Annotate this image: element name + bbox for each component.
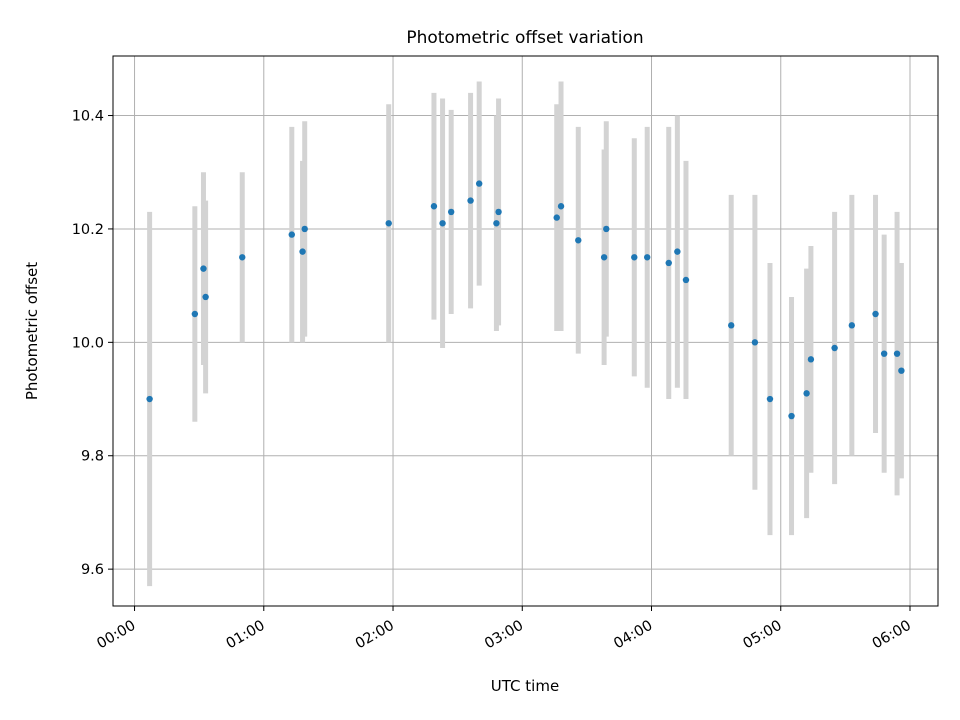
data-point: [751, 339, 759, 346]
data-point: [788, 412, 795, 420]
data-point: [803, 390, 810, 397]
data-point: [644, 254, 651, 261]
data-point: [200, 265, 207, 272]
x-tick-label: 06:00: [870, 618, 914, 653]
x-axis-label: UTC time: [491, 677, 559, 695]
data-point: [475, 180, 483, 187]
data-point: [430, 203, 438, 210]
error-bars: [147, 81, 904, 587]
data-point: [467, 197, 474, 204]
y-axis-ticks: 9.6 9.8 10.0 10.2 10.4: [72, 109, 113, 578]
data-point: [807, 356, 815, 363]
data-point: [872, 310, 879, 318]
data-point: [239, 254, 246, 261]
data-point: [898, 367, 905, 374]
data-point: [191, 310, 199, 318]
data-point: [682, 276, 690, 284]
y-axis-label: Photometric offset: [23, 262, 41, 400]
data-point: [299, 248, 306, 255]
data-point: [553, 214, 560, 221]
y-tick-label: 9.6: [81, 562, 104, 578]
data-point: [557, 203, 565, 210]
data-point: [728, 322, 735, 329]
y-tick-label: 10.2: [72, 222, 104, 238]
data-point: [880, 350, 888, 357]
grid-lines: [113, 56, 938, 606]
data-point: [439, 220, 446, 227]
data-point: [385, 220, 392, 227]
data-point: [674, 248, 681, 255]
data-point: [831, 344, 838, 352]
x-axis-ticks: 00:00 01:00 02:00 03:00 04:00 05:00 06:00: [94, 606, 914, 652]
y-tick-label: 9.8: [81, 449, 104, 465]
data-point: [766, 395, 774, 403]
data-point: [631, 254, 638, 261]
data-point: [493, 220, 500, 227]
chart-title: Photometric offset variation: [406, 28, 643, 48]
data-point: [603, 225, 610, 233]
data-point: [848, 322, 856, 329]
x-tick-label: 05:00: [741, 618, 785, 653]
data-point: [893, 350, 901, 357]
data-point: [665, 259, 672, 267]
y-tick-label: 10.0: [72, 335, 104, 351]
x-tick-label: 04:00: [611, 618, 655, 653]
data-points: [146, 180, 905, 420]
x-tick-label: 03:00: [482, 618, 526, 653]
x-tick-label: 00:00: [94, 618, 138, 653]
data-point: [447, 208, 455, 216]
data-point: [600, 254, 608, 261]
x-tick-label: 02:00: [353, 618, 397, 653]
data-point: [146, 395, 153, 403]
data-point: [495, 208, 502, 216]
plot-frame: [112, 55, 939, 607]
data-point: [575, 237, 582, 244]
data-point: [202, 293, 209, 301]
data-point: [288, 231, 295, 238]
y-tick-label: 10.4: [72, 109, 104, 125]
data-point: [301, 225, 308, 233]
x-tick-label: 01:00: [224, 618, 268, 653]
